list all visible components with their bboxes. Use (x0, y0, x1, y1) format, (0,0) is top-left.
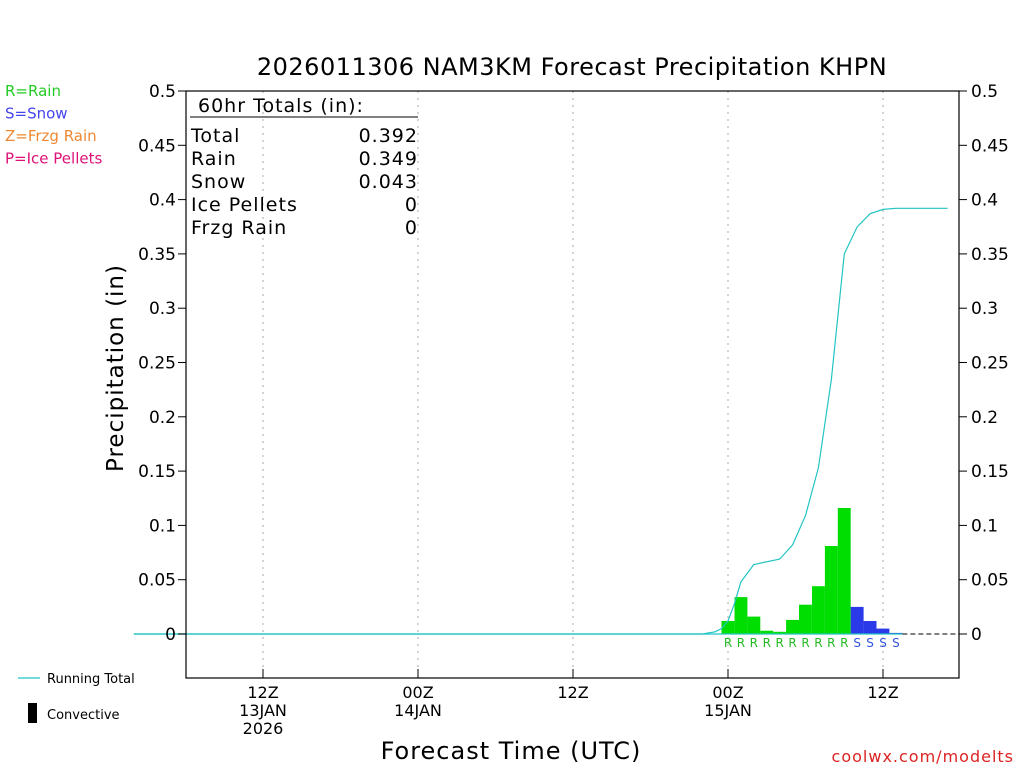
bar-12 (876, 628, 890, 634)
bar-11 (863, 621, 877, 634)
convective-swatch (28, 703, 37, 723)
bar-4 (773, 631, 787, 634)
totals-value-0: 0.392 (359, 125, 418, 147)
x-axis-label: Forecast Time (UTC) (381, 737, 642, 765)
totals-label-0: Total (190, 125, 240, 147)
bar-8 (824, 546, 838, 634)
type-label-11: S (866, 636, 874, 650)
y-tick-label-right-2: 0.4 (971, 191, 998, 211)
type-legend: R=Rain S=Snow Z=Frzg Rain P=Ice Pellets (5, 82, 102, 168)
y-tick-label-right-0: 0.5 (971, 82, 998, 102)
y-tick-label-right-4: 0.3 (971, 299, 998, 319)
running-total-legend: Running Total (18, 672, 135, 687)
type-label-5: R (788, 636, 796, 650)
totals-label-4: Frzg Rain (191, 217, 287, 239)
x-tick-label-1-1: 14JAN (394, 701, 442, 720)
x-tick-label-4-0: 12Z (867, 683, 898, 702)
x-tick-label-0-1: 13JAN (239, 701, 287, 720)
precip-bars (721, 508, 903, 634)
chart-title: 2026011306 NAM3KM Forecast Precipitation… (257, 53, 887, 81)
x-tick-label-1-0: 00Z (402, 683, 433, 702)
y-tick-label-left-3: 0.35 (138, 245, 176, 265)
y-axis-label: Precipitation (in) (103, 264, 129, 472)
legend-entry-2: Z=Frzg Rain (5, 127, 97, 145)
running-total-legend-label: Running Total (47, 672, 135, 687)
totals-value-2: 0.043 (359, 171, 418, 193)
bar-5 (786, 619, 799, 634)
totals-value-1: 0.349 (359, 148, 418, 170)
totals-value-4: 0 (405, 217, 418, 239)
legend-entry-1: S=Snow (5, 105, 68, 123)
bar-9 (837, 508, 851, 634)
y-tick-label-left-2: 0.4 (149, 191, 176, 211)
bar-2 (747, 616, 761, 634)
legend-entry-3: P=Ice Pellets (5, 150, 102, 168)
y-tick-label-right-1: 0.45 (971, 136, 1009, 156)
totals-label-2: Snow (191, 171, 246, 193)
bar-0 (721, 621, 735, 634)
type-label-9: R (840, 636, 848, 650)
x-tick-label-3-1: 15JAN (704, 701, 752, 720)
y-tick-label-right-7: 0.15 (971, 462, 1009, 482)
y-tick-label-left-9: 0.05 (138, 571, 176, 591)
type-label-13: S (892, 636, 900, 650)
totals-header: 60hr Totals (in): (198, 95, 364, 117)
y-axis-right: 0.5 0.45 0.4 0.35 0.3 0.25 0.2 0.15 0.1 0.05 0 (959, 82, 1009, 645)
type-label-2: R (750, 636, 758, 650)
y-tick-label-right-8: 0.1 (971, 516, 998, 536)
type-label-12: S (879, 636, 887, 650)
x-tick-label-3-0: 00Z (712, 683, 743, 702)
bar-7 (812, 586, 825, 634)
totals-box: 60hr Totals (in): Total 0.392 Rain 0.349 Sno… (190, 95, 418, 239)
y-tick-label-right-9: 0.05 (971, 571, 1009, 591)
running-total-line (133, 207, 948, 635)
x-tick-label-0-2: 2026 (243, 719, 284, 738)
type-label-10: S (853, 636, 861, 650)
y-tick-label-right-5: 0.25 (971, 354, 1009, 374)
totals-label-3: Ice Pellets (191, 194, 298, 216)
type-label-3: R (763, 636, 771, 650)
y-tick-label-right-10: 0 (971, 625, 982, 645)
y-tick-label-left-6: 0.2 (149, 408, 176, 428)
type-label-7: R (814, 636, 822, 650)
y-tick-label-left-8: 0.1 (149, 516, 176, 536)
x-tick-label-2-0: 12Z (557, 683, 588, 702)
bar-3 (760, 630, 774, 634)
y-tick-label-right-3: 0.35 (971, 245, 1009, 265)
type-label-8: R (827, 636, 835, 650)
watermark: coolwx.com/modelts (832, 747, 1014, 766)
y-axis-left: 0.5 0.45 0.4 0.35 0.3 0.25 0.2 0.15 0.1 0.05 0 (138, 82, 186, 645)
x-tick-label-0-0: 12Z (247, 683, 278, 702)
totals-label-1: Rain (191, 148, 237, 170)
type-label-1: R (737, 636, 745, 650)
y-tick-label-left-1: 0.45 (138, 136, 176, 156)
totals-value-3: 0 (405, 194, 418, 216)
totals-rows: Total 0.392 Rain 0.349 Snow 0.043 Ice Pellets 0… (190, 125, 418, 239)
y-tick-label-left-10: 0 (165, 625, 176, 645)
y-tick-label-left-4: 0.3 (149, 299, 176, 319)
y-tick-label-left-7: 0.15 (138, 462, 176, 482)
y-tick-label-right-6: 0.2 (971, 408, 998, 428)
bar-10 (850, 606, 864, 634)
convective-legend-label: Convective (47, 708, 120, 723)
y-tick-label-left-5: 0.25 (138, 354, 176, 374)
convective-legend: Convective (28, 703, 120, 723)
bar-1 (734, 597, 748, 634)
legend-entry-0: R=Rain (5, 82, 61, 100)
bar-6 (799, 604, 812, 634)
type-label-4: R (776, 636, 784, 650)
type-label-6: R (801, 636, 809, 650)
type-label-0: R (724, 636, 732, 650)
y-tick-label-left-0: 0.5 (149, 82, 176, 102)
